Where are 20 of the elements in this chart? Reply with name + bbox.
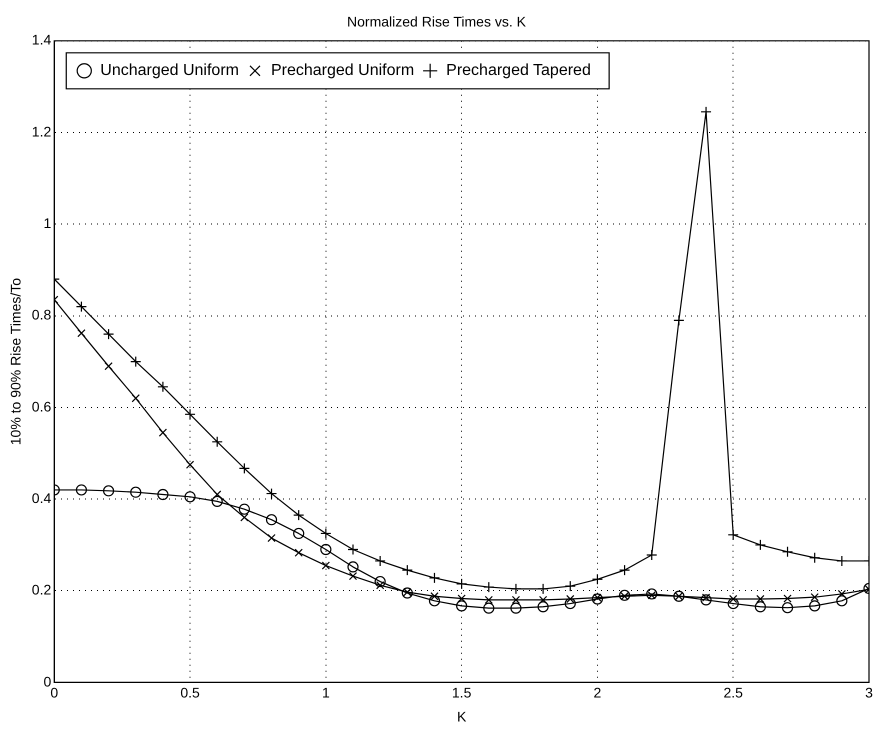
y-tick-label: 0: [43, 673, 52, 690]
legend-label: Uncharged Uniform: [100, 62, 239, 80]
y-tick-label: 1: [43, 214, 52, 231]
y-tick-label: 0.6: [32, 398, 52, 414]
y-tick-label: 1.4: [32, 32, 52, 48]
x-tick-label: 2: [594, 684, 602, 701]
x-tick-label: 1: [322, 684, 330, 701]
y-tick-label: 0.8: [32, 306, 52, 323]
legend-label: Precharged Uniform: [270, 62, 414, 80]
legend-label: Precharged Tapered: [446, 62, 591, 80]
chart-title: Normalized Rise Times vs. K: [347, 13, 527, 30]
y-tick-label: 0.4: [32, 490, 52, 506]
x-axis-title: K: [456, 708, 467, 724]
y-tick-label: 0.2: [32, 582, 52, 598]
x-tick-label: 2.5: [723, 684, 744, 701]
x-tick-label: 0.5: [180, 684, 200, 701]
y-axis-title: 10% to 90% Rise Times/To: [7, 278, 24, 446]
x-tick-label: 3: [865, 684, 874, 701]
y-tick-label: 1.2: [32, 123, 52, 140]
x-tick-label: 1.5: [452, 684, 472, 701]
